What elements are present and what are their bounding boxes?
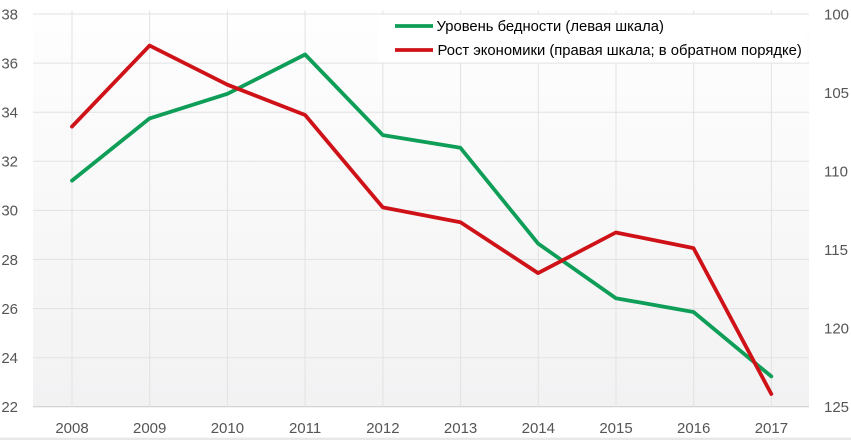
svg-text:Рост экономики (правая шкала;: Рост экономики (правая шкала; в обратном… [438, 43, 802, 59]
svg-text:32: 32 [1, 154, 18, 171]
svg-text:110: 110 [824, 164, 848, 181]
svg-text:100: 100 [824, 6, 849, 23]
svg-text:120: 120 [824, 321, 849, 338]
svg-text:2011: 2011 [289, 420, 321, 437]
svg-text:2016: 2016 [677, 420, 710, 437]
svg-text:2008: 2008 [55, 420, 88, 437]
svg-text:2017: 2017 [755, 420, 788, 437]
svg-text:36: 36 [1, 55, 18, 72]
svg-text:28: 28 [1, 252, 18, 269]
svg-text:22: 22 [1, 399, 18, 416]
svg-text:2015: 2015 [599, 420, 632, 437]
svg-text:30: 30 [1, 203, 18, 220]
svg-text:38: 38 [1, 6, 18, 23]
svg-text:26: 26 [1, 301, 18, 318]
svg-text:125: 125 [824, 399, 849, 416]
svg-text:24: 24 [1, 350, 18, 367]
svg-text:34: 34 [1, 105, 18, 122]
svg-text:2010: 2010 [211, 420, 244, 437]
svg-text:2009: 2009 [133, 420, 166, 437]
svg-text:Уровень бедности (левая шкала): Уровень бедности (левая шкала) [437, 19, 665, 35]
svg-text:115: 115 [824, 242, 848, 259]
svg-text:2013: 2013 [444, 420, 477, 437]
svg-text:2012: 2012 [366, 420, 399, 437]
svg-text:105: 105 [824, 85, 849, 102]
svg-text:2014: 2014 [522, 420, 555, 437]
